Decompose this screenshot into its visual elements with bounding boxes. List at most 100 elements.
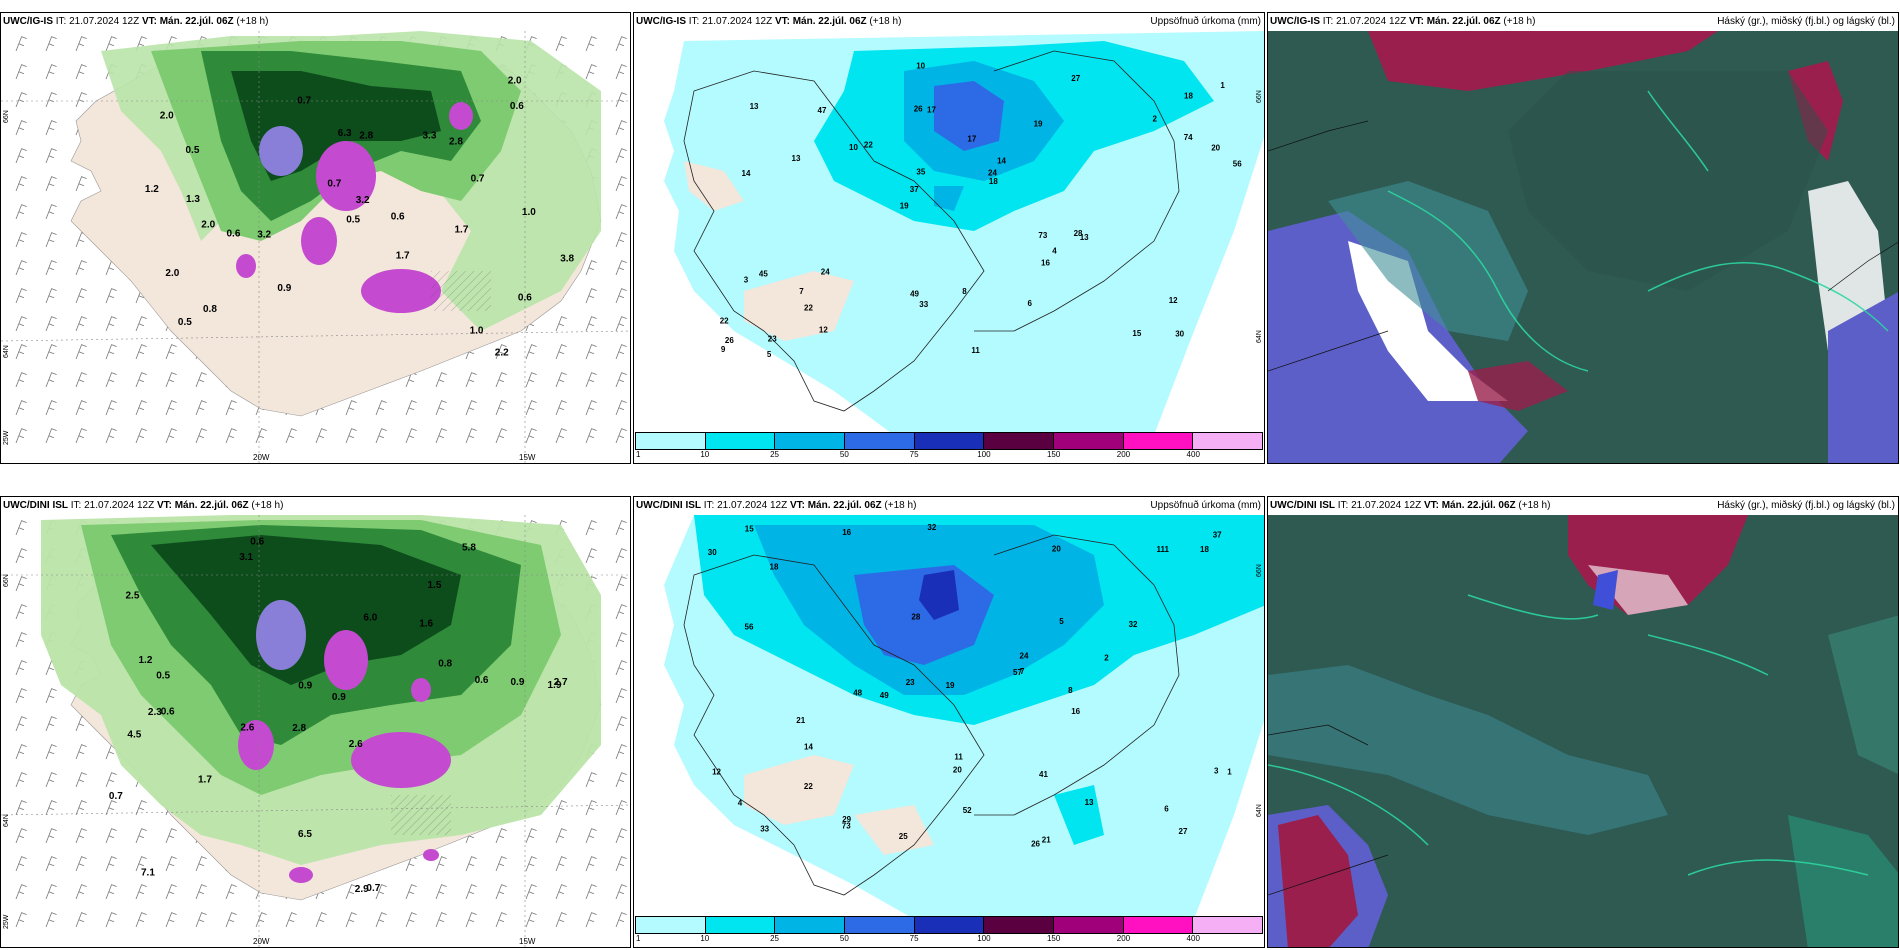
wind-barb — [15, 548, 27, 564]
value-label: 3.3 — [423, 131, 437, 142]
wind-barb — [165, 884, 177, 900]
wind-barb — [315, 912, 327, 928]
value-label: 6.0 — [363, 612, 377, 623]
wind-barb — [255, 428, 267, 444]
value-label: 16 — [1041, 259, 1050, 268]
wind-barb — [15, 148, 27, 164]
wind-barb — [585, 828, 597, 844]
value-label: 1.0 — [522, 207, 536, 218]
value-label: 13 — [750, 102, 759, 111]
panel-title: UWC/IG-IS IT: 21.07.2024 12Z VT: Mán. 22… — [1268, 13, 1898, 31]
wind-barb — [75, 800, 87, 816]
wind-barb — [75, 64, 87, 80]
colorbar-swatch — [705, 917, 776, 933]
wind-barb — [195, 884, 207, 900]
value-label: 26 — [1031, 840, 1040, 849]
colorbar-label: 75 — [909, 934, 919, 943]
colorbar-swatch — [914, 433, 985, 449]
wind-barb — [165, 400, 177, 416]
value-label: 0.5 — [156, 671, 170, 682]
value-label: 4 — [1052, 247, 1057, 256]
wind-barb — [555, 856, 567, 872]
wind-barb — [585, 428, 597, 444]
wind-barb — [225, 400, 237, 416]
wind-barb — [465, 372, 477, 388]
value-label: 0.6 — [250, 537, 264, 548]
wind-barb — [615, 828, 627, 844]
value-label: 8 — [962, 287, 967, 296]
value-label: 0.5 — [178, 317, 192, 328]
wind-barb — [135, 884, 147, 900]
wind-barb — [15, 744, 27, 760]
wind-barb — [75, 288, 87, 304]
wind-barb — [615, 884, 627, 900]
value-label: 6 — [1164, 805, 1169, 814]
wind-barb — [525, 400, 537, 416]
wind-barb — [585, 884, 597, 900]
wind-barb — [465, 856, 477, 872]
wind-barb — [615, 148, 627, 164]
value-label: 12 — [1169, 296, 1178, 305]
lat-label-64n: 64N — [1256, 804, 1263, 817]
value-label: 2.0 — [508, 76, 522, 87]
wind-barb — [585, 36, 597, 52]
value-label: 1.9 — [548, 680, 562, 691]
wind-barb — [195, 372, 207, 388]
value-label: 25 — [899, 832, 908, 841]
wind-barb — [375, 428, 387, 444]
model-name: UWC/DINI ISL — [3, 500, 68, 511]
value-label: 3.2 — [356, 195, 370, 206]
value-label: 73 — [842, 821, 851, 830]
wind-barb — [585, 856, 597, 872]
wind-barb — [405, 912, 417, 928]
precip-colorbar: 1 10 25 50 75 100 150 200 400 — [635, 916, 1263, 946]
colorbar-labels: 1 10 25 50 75 100 150 200 400 — [635, 450, 1263, 462]
wind-barb — [615, 316, 627, 332]
wind-barb — [495, 884, 507, 900]
wind-barb — [15, 772, 27, 788]
value-label: 8 — [1068, 686, 1073, 695]
wind-barb — [615, 520, 627, 536]
colorbar-label: 75 — [909, 450, 919, 459]
lead-time: (+18 h) — [1515, 500, 1551, 511]
value-label: 18 — [770, 562, 779, 571]
value-label: 15 — [1132, 329, 1141, 338]
wind-barb — [15, 828, 27, 844]
value-label: 19 — [1034, 119, 1043, 128]
panel-precip-igis: UWC/IG-IS IT: 21.07.2024 12Z VT: Mán. 22… — [633, 12, 1265, 464]
wind-barb — [615, 744, 627, 760]
valid-time: Mán. 22.júl. 06Z — [171, 500, 249, 511]
colorbar-label: 25 — [770, 450, 779, 459]
wind-barb — [585, 316, 597, 332]
colorbar-label: 10 — [700, 450, 710, 459]
panel-title: UWC/DINI ISL IT: 21.07.2024 12Z VT: Mán.… — [1268, 497, 1898, 515]
wind-barb — [15, 344, 27, 360]
lead-time: (+18 h) — [233, 16, 269, 27]
wind-barb — [615, 344, 627, 360]
colorbar-label: 50 — [839, 934, 849, 943]
value-label: 0.6 — [227, 229, 241, 240]
value-label: 9 — [721, 345, 726, 354]
value-label: 0.9 — [332, 692, 346, 703]
wind-barb — [375, 884, 387, 900]
colorbar-label: 50 — [839, 450, 849, 459]
value-label: 32 — [927, 523, 936, 532]
wind-barb — [75, 772, 87, 788]
value-label: 0.7 — [366, 883, 380, 894]
wind-barb — [165, 828, 177, 844]
panel-title: UWC/IG-IS IT: 21.07.2024 12Z VT: Mán. 22… — [634, 13, 1264, 31]
value-label: 24 — [1020, 652, 1029, 661]
wind-barb — [495, 372, 507, 388]
vt-label: VT: — [156, 500, 172, 511]
value-label: 5 — [767, 350, 772, 359]
wind-barb — [525, 828, 537, 844]
value-label: 0.6 — [518, 293, 532, 304]
value-label: 5.8 — [462, 542, 476, 553]
wind-barb — [555, 828, 567, 844]
colorbar-swatch — [984, 917, 1055, 933]
value-label: 19 — [900, 202, 909, 211]
colorbar-label: 400 — [1186, 934, 1200, 943]
wind-barb — [615, 176, 627, 192]
wind-barb — [465, 912, 477, 928]
value-label: 1.0 — [470, 326, 484, 337]
